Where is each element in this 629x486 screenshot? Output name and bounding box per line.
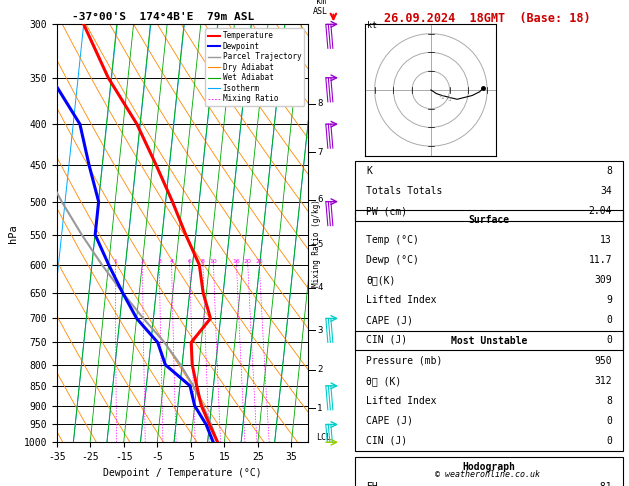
Text: 25: 25 bbox=[255, 259, 263, 264]
Text: 8: 8 bbox=[606, 396, 612, 406]
Text: 0: 0 bbox=[606, 435, 612, 446]
Text: km
ASL: km ASL bbox=[313, 0, 328, 16]
Text: 3: 3 bbox=[157, 259, 161, 264]
Text: *3: *3 bbox=[446, 97, 452, 102]
Text: 0: 0 bbox=[606, 335, 612, 345]
Text: CAPE (J): CAPE (J) bbox=[366, 416, 413, 426]
Text: CIN (J): CIN (J) bbox=[366, 335, 407, 345]
Text: 950: 950 bbox=[594, 356, 612, 366]
Text: *2: *2 bbox=[438, 95, 445, 100]
Text: Temp (°C): Temp (°C) bbox=[366, 235, 419, 245]
Text: 2: 2 bbox=[140, 259, 145, 264]
Text: 4: 4 bbox=[317, 283, 323, 293]
Text: K: K bbox=[366, 166, 372, 176]
Text: © weatheronline.co.uk: © weatheronline.co.uk bbox=[435, 469, 540, 479]
Text: 20: 20 bbox=[243, 259, 252, 264]
Text: Lifted Index: Lifted Index bbox=[366, 396, 437, 406]
Text: PW (cm): PW (cm) bbox=[366, 206, 407, 216]
Text: 4: 4 bbox=[169, 259, 174, 264]
Text: Lifted Index: Lifted Index bbox=[366, 295, 437, 305]
Text: 8: 8 bbox=[317, 99, 323, 108]
Text: 0: 0 bbox=[606, 416, 612, 426]
Text: -37°00'S  174°4B'E  79m ASL: -37°00'S 174°4B'E 79m ASL bbox=[72, 12, 255, 22]
Text: 2.04: 2.04 bbox=[589, 206, 612, 216]
X-axis label: Dewpoint / Temperature (°C): Dewpoint / Temperature (°C) bbox=[103, 468, 262, 478]
Text: θᴇ(K): θᴇ(K) bbox=[366, 275, 396, 285]
Text: Pressure (mb): Pressure (mb) bbox=[366, 356, 442, 366]
Text: 16: 16 bbox=[232, 259, 240, 264]
Text: 1: 1 bbox=[317, 404, 323, 413]
Text: 34: 34 bbox=[600, 186, 612, 196]
Text: θᴇ (K): θᴇ (K) bbox=[366, 376, 401, 386]
Text: 26.09.2024  18GMT  (Base: 18): 26.09.2024 18GMT (Base: 18) bbox=[384, 12, 591, 25]
Text: -81: -81 bbox=[594, 482, 612, 486]
Text: EH: EH bbox=[366, 482, 378, 486]
Text: 8: 8 bbox=[201, 259, 204, 264]
Text: Mixing Ratio (g/kg): Mixing Ratio (g/kg) bbox=[312, 199, 321, 287]
Text: LCL: LCL bbox=[316, 433, 331, 441]
Text: kt: kt bbox=[367, 21, 377, 30]
Text: 11.7: 11.7 bbox=[589, 255, 612, 265]
Text: 0: 0 bbox=[606, 315, 612, 325]
Text: 10: 10 bbox=[209, 259, 217, 264]
Text: CAPE (J): CAPE (J) bbox=[366, 315, 413, 325]
Text: 1: 1 bbox=[113, 259, 117, 264]
Text: CIN (J): CIN (J) bbox=[366, 435, 407, 446]
Text: 312: 312 bbox=[594, 376, 612, 386]
Text: Hodograph: Hodograph bbox=[462, 462, 516, 472]
Legend: Temperature, Dewpoint, Parcel Trajectory, Dry Adiabat, Wet Adiabat, Isotherm, Mi: Temperature, Dewpoint, Parcel Trajectory… bbox=[205, 28, 304, 106]
Text: 13: 13 bbox=[600, 235, 612, 245]
Text: Totals Totals: Totals Totals bbox=[366, 186, 442, 196]
Text: 2: 2 bbox=[317, 365, 323, 375]
Text: 6: 6 bbox=[187, 259, 191, 264]
Text: Dewp (°C): Dewp (°C) bbox=[366, 255, 419, 265]
Text: 6: 6 bbox=[317, 195, 323, 204]
Text: 9: 9 bbox=[606, 295, 612, 305]
Text: 3: 3 bbox=[317, 326, 323, 335]
Text: 309: 309 bbox=[594, 275, 612, 285]
Text: Most Unstable: Most Unstable bbox=[451, 336, 527, 346]
Text: Surface: Surface bbox=[469, 215, 509, 226]
Text: 7: 7 bbox=[317, 148, 323, 157]
Y-axis label: hPa: hPa bbox=[8, 224, 18, 243]
Text: 5: 5 bbox=[317, 240, 323, 249]
Text: 8: 8 bbox=[606, 166, 612, 176]
